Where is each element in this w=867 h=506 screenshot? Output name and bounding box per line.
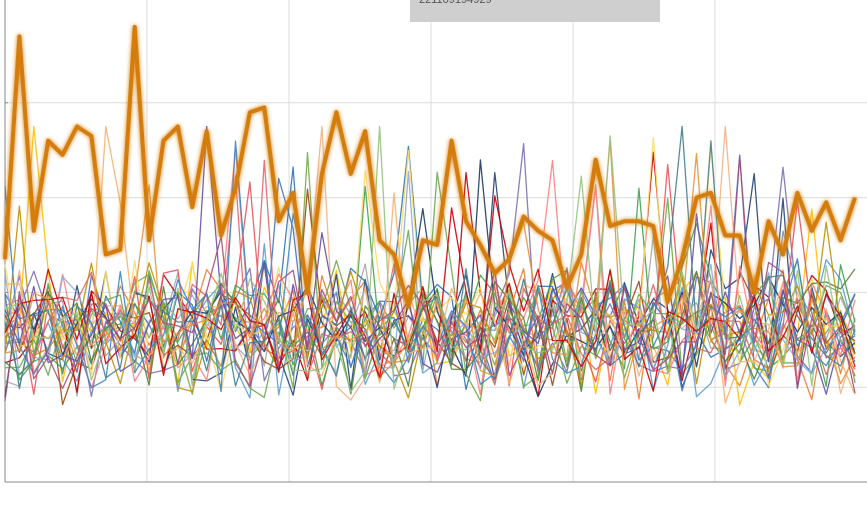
series-line-17: [4, 170, 856, 378]
background-series: [4, 125, 856, 406]
series-line-5: [4, 152, 856, 395]
series-line-22: [4, 140, 856, 393]
series-line-24: [4, 125, 856, 395]
hover-tooltip: 221109194929: [410, 0, 660, 22]
series-line-19: [4, 205, 856, 399]
series-line-18: [4, 268, 856, 395]
highlighted-series-line[interactable]: [3, 25, 857, 309]
series-line-29: [4, 156, 856, 402]
tooltip-line-2: 221109194929: [419, 0, 492, 6]
